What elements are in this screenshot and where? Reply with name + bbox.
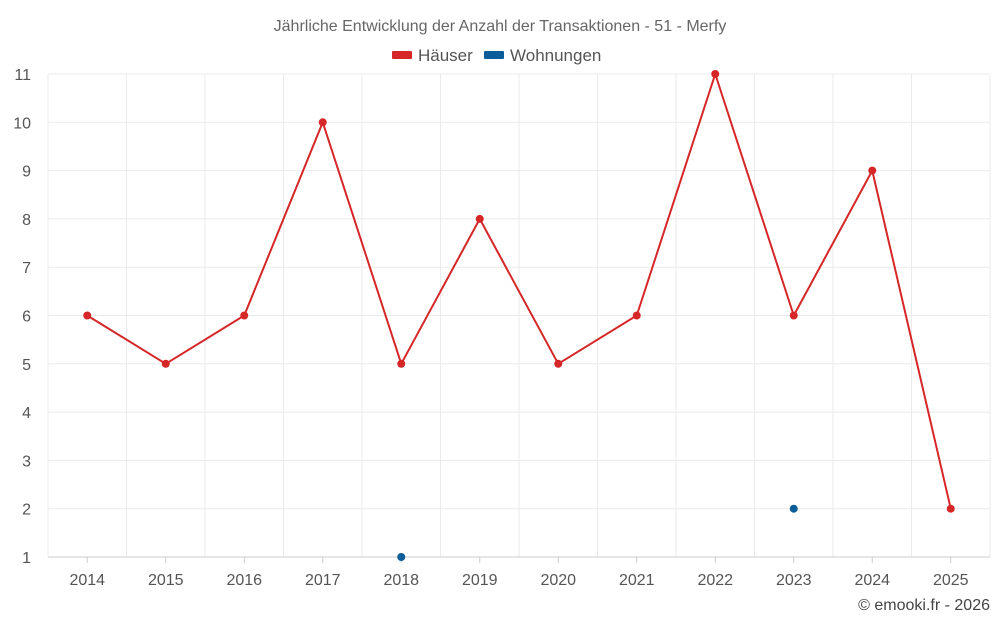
data-point[interactable] [554,359,563,368]
x-tick-label: 2025 [933,572,969,589]
series [83,70,955,561]
data-point[interactable] [161,359,170,368]
series-1 [397,504,798,561]
y-tick-label: 11 [14,67,31,84]
data-point[interactable] [240,311,249,320]
data-point[interactable] [318,118,327,127]
axes: 1 2 3 4 5 6 7 8 9 10 11 2014 2015 2016 2017 2018 2019 202… [13,67,990,589]
x-tick-label: 2021 [619,572,655,589]
y-tick-label: 6 [22,309,31,326]
legend-swatch-haeuser [392,51,412,59]
y-tick-label: 2 [22,502,31,519]
y-tick-label: 3 [22,453,31,470]
x-tick-label: 2017 [305,572,341,589]
data-point[interactable] [397,553,406,561]
x-tick-label: 2020 [540,572,576,589]
x-tick-label: 2019 [462,572,498,589]
data-point[interactable] [475,214,484,223]
data-point[interactable] [789,504,798,513]
x-tick-label: 2022 [697,572,733,589]
data-point[interactable] [632,311,641,320]
y-tick-label: 10 [13,115,31,132]
legend: Häuser Wohnungen [392,46,601,65]
data-point[interactable] [711,70,720,78]
y-tick-label: 7 [22,260,31,277]
series-0 [83,70,955,513]
y-tick-label: 8 [22,212,31,229]
x-tick-label: 2014 [69,572,105,589]
legend-label-wohnungen: Wohnungen [510,46,601,65]
x-tick-label: 2016 [226,572,262,589]
legend-label-haeuser: Häuser [418,46,473,65]
data-point[interactable] [946,504,955,513]
gridlines [47,73,991,557]
credit-text: © emooki.fr - 2026 [858,597,990,614]
y-tick-label: 1 [22,550,31,567]
data-point[interactable] [397,359,406,368]
data-point[interactable] [789,311,798,320]
legend-swatch-wohnungen [484,51,504,59]
x-tick-label: 2018 [383,572,419,589]
x-tick-label: 2015 [148,572,184,589]
chart-title: Jährliche Entwicklung der Anzahl der Tra… [274,18,727,35]
data-point[interactable] [83,311,92,320]
series-line [86,73,952,509]
y-tick-label: 4 [22,405,31,422]
data-point[interactable] [868,166,877,175]
y-tick-label: 9 [22,164,31,181]
y-tick-label: 5 [22,357,31,374]
x-tick-label: 2024 [854,572,890,589]
x-tick-label: 2023 [776,572,812,589]
